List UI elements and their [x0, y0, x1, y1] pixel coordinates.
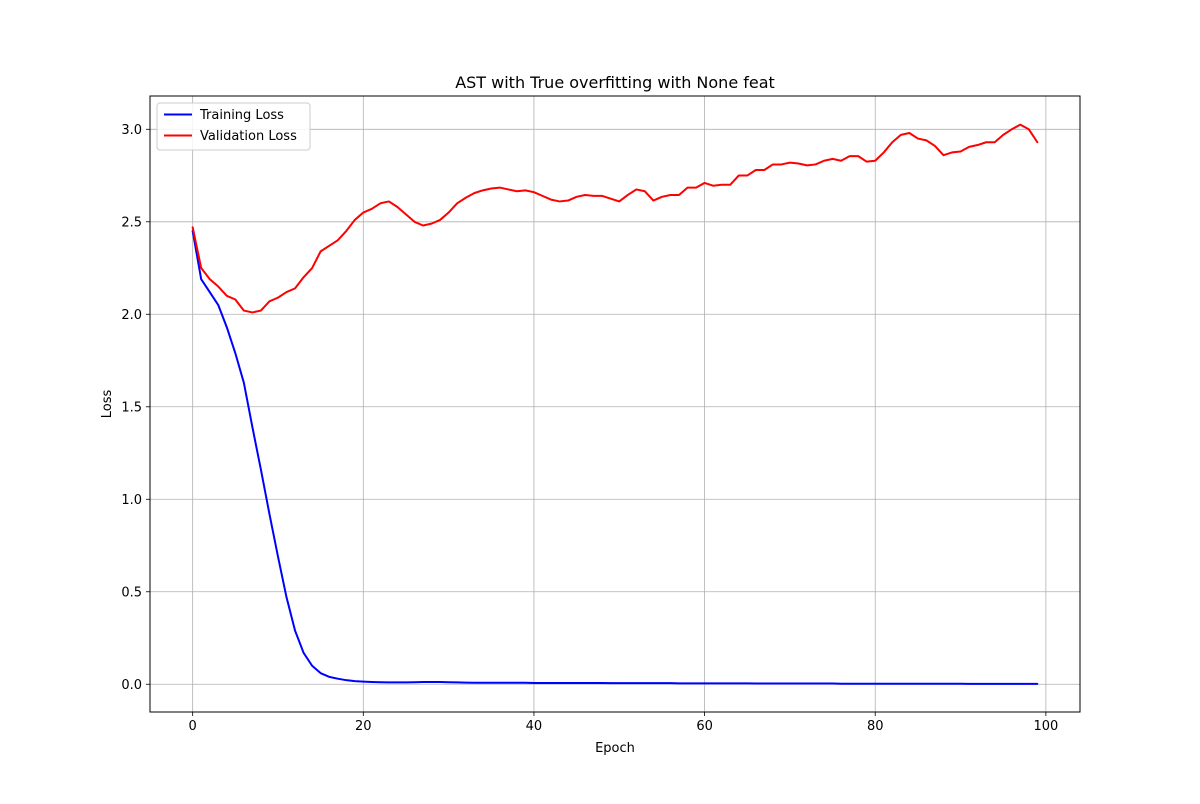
y-tick-label: 0.0: [121, 678, 142, 693]
x-tick-label: 0: [189, 719, 197, 734]
y-axis-label: Loss: [100, 390, 115, 419]
y-tick-label: 1.5: [121, 400, 142, 415]
series-line-validation-loss: [191, 123, 1039, 314]
chart-title: AST with True overfitting with None feat: [455, 73, 775, 92]
y-tick-label: 1.0: [121, 493, 142, 508]
legend-label-validation-loss: Validation Loss: [200, 129, 297, 144]
y-tick-label: 2.5: [121, 215, 142, 230]
plot-frame: [149, 95, 1081, 713]
x-tick-label: 80: [867, 719, 884, 734]
x-axis-label: Epoch: [595, 741, 635, 756]
series-line-training-loss: [191, 230, 1039, 685]
y-tick-label: 3.0: [121, 123, 142, 138]
axis-ticks: 0 20 40 60 80 100 0.0 0.5 1.0 1.5 2.0 2.5 3.0: [121, 123, 1058, 734]
legend-label-training-loss: Training Loss: [199, 108, 284, 123]
grid: [150, 96, 1080, 712]
x-tick-label: 40: [526, 719, 543, 734]
x-tick-label: 60: [696, 719, 713, 734]
x-tick-label: 100: [1033, 719, 1058, 734]
y-tick-label: 0.5: [121, 585, 142, 600]
y-tick-label: 2.0: [121, 308, 142, 323]
legend: Training Loss Validation Loss: [156, 102, 311, 151]
x-tick-label: 20: [355, 719, 372, 734]
series-lines: [191, 123, 1039, 685]
legend-box: [156, 102, 311, 151]
